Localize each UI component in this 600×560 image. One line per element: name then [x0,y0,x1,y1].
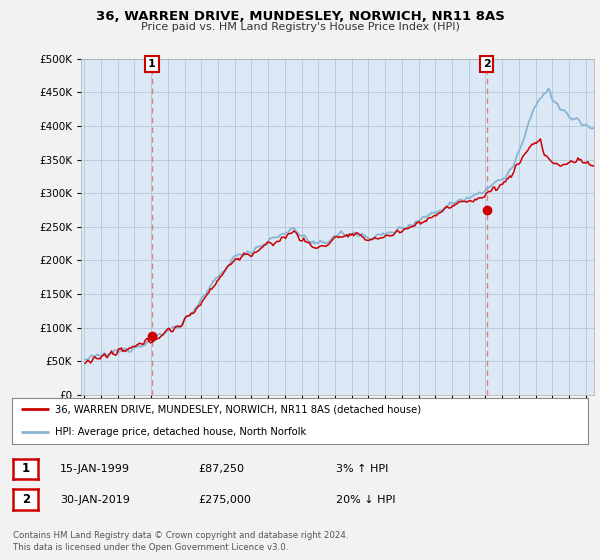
Text: Contains HM Land Registry data © Crown copyright and database right 2024.
This d: Contains HM Land Registry data © Crown c… [13,531,349,552]
Text: Price paid vs. HM Land Registry's House Price Index (HPI): Price paid vs. HM Land Registry's House … [140,22,460,32]
Text: HPI: Average price, detached house, North Norfolk: HPI: Average price, detached house, Nort… [55,427,307,437]
Text: £275,000: £275,000 [198,494,251,505]
Text: 15-JAN-1999: 15-JAN-1999 [60,464,130,474]
Text: 3% ↑ HPI: 3% ↑ HPI [336,464,388,474]
Text: 36, WARREN DRIVE, MUNDESLEY, NORWICH, NR11 8AS: 36, WARREN DRIVE, MUNDESLEY, NORWICH, NR… [95,10,505,23]
Text: 36, WARREN DRIVE, MUNDESLEY, NORWICH, NR11 8AS (detached house): 36, WARREN DRIVE, MUNDESLEY, NORWICH, NR… [55,404,421,414]
Text: 1: 1 [22,462,30,475]
Text: 2: 2 [483,59,491,69]
Text: 30-JAN-2019: 30-JAN-2019 [60,494,130,505]
Text: 2: 2 [22,493,30,506]
Text: 1: 1 [148,59,156,69]
Text: £87,250: £87,250 [198,464,244,474]
Text: 20% ↓ HPI: 20% ↓ HPI [336,494,395,505]
